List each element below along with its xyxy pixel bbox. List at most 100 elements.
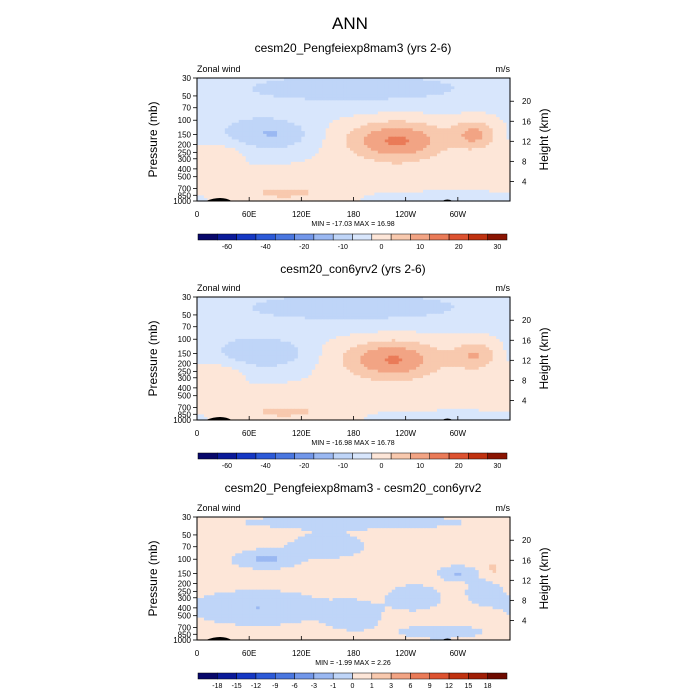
right-axis-label: Height (km): [537, 547, 551, 609]
units-label: m/s: [496, 503, 511, 513]
y-tick-label: 30: [182, 74, 191, 83]
colorbar-box: [236, 233, 257, 241]
colorbar-box: [410, 233, 430, 241]
colorbar-label: 3: [389, 683, 393, 690]
y-tick-label: 30: [182, 513, 191, 522]
colorbar-label: -15: [232, 683, 242, 690]
colorbar-label: 0: [380, 244, 384, 251]
y-tick-label: 70: [182, 543, 191, 552]
colorbar-box: [429, 233, 450, 241]
right-tick-label: 20: [522, 97, 531, 106]
colorbar-box: [448, 672, 469, 680]
y-tick-label: 400: [178, 165, 192, 174]
x-tick-label: 180: [347, 210, 361, 219]
x-tick-label: 60W: [450, 649, 467, 658]
colorbar-box: [371, 452, 392, 460]
y-tick-label: 1000: [173, 636, 191, 645]
colorbar-box: [371, 672, 392, 680]
y-tick-label: 70: [182, 323, 191, 332]
y-tick-label: 1000: [173, 416, 191, 425]
colorbar-label: 10: [416, 244, 424, 251]
colorbar-label: 10: [416, 463, 424, 470]
variable-label: Zonal wind: [197, 503, 241, 513]
y-tick-label: 200: [178, 580, 192, 589]
y-tick-label: 400: [178, 604, 192, 613]
y-tick-label: 850: [178, 630, 192, 639]
colorbar-label: 20: [455, 463, 463, 470]
variable-label: Zonal wind: [197, 64, 241, 74]
y-tick-label: 100: [178, 555, 192, 564]
x-tick-label: 0: [195, 649, 200, 658]
y-tick-label: 50: [182, 311, 191, 320]
colorbar-label: -60: [222, 463, 232, 470]
y-tick-label: 500: [178, 173, 192, 182]
x-tick-label: 120E: [292, 429, 311, 438]
y-tick-label: 70: [182, 104, 191, 113]
colorbar: -60 -40 -20 -10 0 10 20 30: [197, 233, 508, 251]
colorbar-label: 30: [493, 244, 501, 251]
colorbar-box: [410, 452, 430, 460]
colorbar-box: [468, 672, 488, 680]
colorbar-label: -1: [330, 683, 336, 690]
colorbar-box: [236, 672, 257, 680]
colorbar-label: 12: [445, 683, 453, 690]
x-tick-label: 60E: [242, 210, 256, 219]
colorbar-label: 9: [428, 683, 432, 690]
panel-title: cesm20_Pengfeiexp8mam3 - cesm20_con6yrv2: [225, 481, 482, 495]
units-label: m/s: [496, 64, 511, 74]
colorbar-box: [468, 233, 488, 241]
colorbar-box: [217, 452, 237, 460]
right-tick-label: 16: [522, 117, 531, 126]
colorbar-label: -9: [272, 683, 278, 690]
colorbar-box: [255, 233, 276, 241]
colorbar-box: [487, 452, 508, 460]
x-tick-label: 120E: [292, 649, 311, 658]
y-tick-label: 30: [182, 293, 191, 302]
field-contours: [197, 78, 511, 202]
colorbar-box: [487, 233, 508, 241]
right-tick-label: 12: [522, 137, 531, 146]
x-tick-label: 0: [195, 429, 200, 438]
field-contours: [197, 517, 511, 641]
y-tick-label: 150: [178, 569, 192, 578]
colorbar-label: 30: [493, 463, 501, 470]
colorbar-label: 15: [464, 683, 472, 690]
colorbar-box: [332, 672, 353, 680]
right-tick-label: 4: [522, 616, 527, 625]
y-tick-label: 100: [178, 116, 192, 125]
y-tick-label: 200: [178, 360, 192, 369]
colorbar-box: [332, 233, 353, 241]
colorbar-label: -40: [261, 463, 271, 470]
colorbar: -60 -40 -20 -10 0 10 20 30: [197, 452, 508, 470]
x-tick-label: 180: [347, 649, 361, 658]
y-tick-label: 50: [182, 92, 191, 101]
x-tick-label: 120W: [395, 649, 416, 658]
colorbar-box: [217, 672, 237, 680]
colorbar-box: [429, 672, 450, 680]
colorbar-label: -20: [299, 463, 309, 470]
colorbar-box: [352, 672, 373, 680]
y-tick-label: 250: [178, 148, 192, 157]
x-axis: 0 60E 120E 180 120W 60W: [195, 197, 467, 219]
right-tick-label: 4: [522, 177, 527, 186]
colorbar-label: -3: [311, 683, 317, 690]
right-tick-label: 12: [522, 356, 531, 365]
x-tick-label: 60W: [450, 429, 467, 438]
colorbar-label: 6: [408, 683, 412, 690]
colorbar-box: [313, 452, 334, 460]
y-tick-label: 300: [178, 374, 192, 383]
y-axis-right: 4 8 12 16 20 Height (km): [510, 536, 551, 625]
y-tick-label: 250: [178, 587, 192, 596]
colorbar-label: 0: [351, 683, 355, 690]
min-max-label: MIN = -16.98 MAX = 16.78: [311, 440, 394, 447]
y-axis-right: 4 8 12 16 20 Height (km): [510, 316, 551, 405]
panel-1: cesm20_Pengfeiexp8mam3 (yrs 2-6) Zonal wi…: [146, 41, 551, 251]
colorbar-label: -6: [291, 683, 297, 690]
y-axis-label: Pressure (mb): [146, 540, 160, 616]
colorbar-box: [352, 233, 373, 241]
right-tick-label: 20: [522, 316, 531, 325]
field-contours: [197, 297, 511, 421]
